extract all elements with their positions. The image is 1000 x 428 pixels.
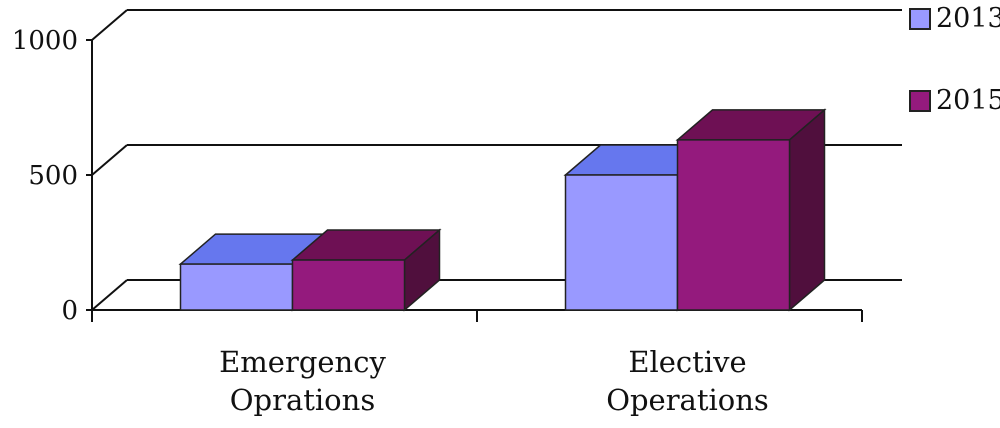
bar-side-2015-1	[788, 108, 826, 312]
legend-item-2015: 2015	[909, 85, 1000, 116]
y-tick-label: 0	[61, 296, 78, 326]
bar-2015-0	[291, 259, 406, 311]
legend-item-2013: 2013	[909, 3, 1000, 34]
y-tick-label: 500	[28, 161, 78, 191]
x-category-label: Elective Operations	[606, 345, 769, 417]
chart-bars	[178, 108, 827, 312]
legend-label: 2015	[936, 85, 1000, 116]
bar-2013-1	[564, 174, 679, 311]
gridline-diagonal	[91, 279, 128, 311]
legend-label: 2013	[936, 3, 1000, 34]
legend-swatch-2013	[909, 7, 931, 30]
bar-2015-1	[676, 139, 791, 311]
legend-swatch-2015	[909, 89, 931, 112]
y-tick-label: 1000	[12, 26, 78, 56]
x-category-label: Emergency Oprations	[219, 345, 386, 417]
gridline-diagonal	[91, 9, 128, 41]
gridline-diagonal	[91, 144, 128, 176]
chart-labels: 0 500 1000 Emergency Oprations Elective Operat…	[12, 26, 769, 417]
bar-2013-0	[179, 263, 294, 311]
